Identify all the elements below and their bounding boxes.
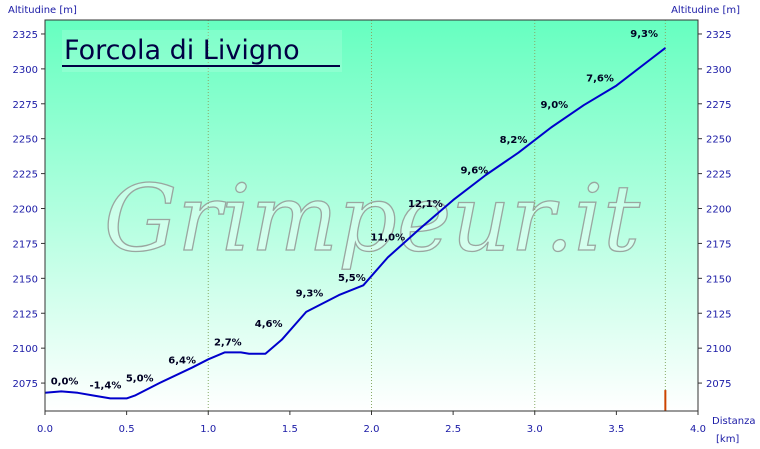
x-tick-label: 0.5: [119, 424, 135, 435]
y-axis-left-label: Altitudine [m]: [8, 5, 77, 16]
y-tick-label-left: 2225: [13, 170, 38, 181]
x-axis-label: Distanza: [712, 416, 755, 427]
y-tick-label-right: 2250: [706, 135, 731, 146]
y-tick-label-left: 2100: [13, 344, 38, 355]
x-tick-label: 1.0: [200, 424, 216, 435]
grade-label: 11,0%: [370, 233, 405, 244]
grade-label: 5,5%: [338, 273, 366, 284]
y-tick-label-right: 2100: [706, 344, 731, 355]
y-tick-label-left: 2200: [13, 205, 38, 216]
y-tick-label-left: 2125: [13, 309, 38, 320]
grade-label: 9,0%: [540, 100, 568, 111]
x-tick-label: 4.0: [690, 424, 706, 435]
grade-label: 4,6%: [255, 319, 283, 330]
y-tick-label-right: 2175: [706, 239, 731, 250]
x-axis-unit: [km]: [716, 434, 739, 445]
y-tick-label-left: 2275: [13, 100, 38, 111]
grade-label: 9,3%: [630, 29, 658, 40]
grade-label: 6,4%: [168, 356, 196, 367]
grade-label: 9,6%: [460, 166, 488, 177]
grade-label: 0,0%: [51, 376, 79, 387]
grade-label: 7,6%: [586, 73, 614, 84]
grade-labels: 0,0% -1,4% 5,0% 6,4% 2,7% 4,6% 9,3% 5,5% 11,0% 12…: [51, 29, 658, 392]
y-tick-label-left: 2075: [13, 379, 38, 390]
y-tick-label-right: 2300: [706, 65, 731, 76]
x-tick-label: 0.0: [37, 424, 53, 435]
y-axis-right: 2075 2100 2125 2150 2175 2200 2225 2250 2275 2300…: [698, 30, 731, 390]
y-tick-label-right: 2325: [706, 30, 731, 41]
y-tick-label-right: 2075: [706, 379, 731, 390]
y-tick-label-right: 2200: [706, 205, 731, 216]
y-tick-label-left: 2175: [13, 239, 38, 250]
vertical-gridlines: [207, 20, 666, 411]
y-tick-label-right: 2125: [706, 309, 731, 320]
x-tick-label: 1.5: [282, 424, 298, 435]
y-tick-label-right: 2150: [706, 274, 731, 285]
altitude-profile-line: [44, 47, 667, 400]
y-tick-label-left: 2150: [13, 274, 38, 285]
y-tick-label-left: 2325: [13, 30, 38, 41]
x-tick-label: 2.0: [364, 424, 380, 435]
y-tick-label-left: 2250: [13, 135, 38, 146]
x-tick-label: 3.5: [608, 424, 624, 435]
y-axis-right-label: Altitudine [m]: [671, 5, 740, 16]
y-tick-label-left: 2300: [13, 65, 38, 76]
grade-label: 8,2%: [500, 135, 528, 146]
chart-title: Forcola di Livigno: [64, 35, 300, 66]
grade-label: 12,1%: [408, 199, 443, 210]
grade-label: -1,4%: [89, 381, 121, 392]
grade-label: 5,0%: [126, 374, 154, 385]
y-axis-left: 2075 2100 2125 2150 2175 2200 2225 2250 2275 2300…: [13, 30, 45, 390]
grade-label: 9,3%: [296, 288, 324, 299]
grade-label: 2,7%: [214, 337, 242, 348]
watermark-text: Grimpeur.it: [104, 165, 641, 272]
x-axis: 0.0 0.5 1.0 1.5 2.0 2.5 3.0 3.5 4.0: [37, 411, 706, 435]
x-tick-label: 2.5: [445, 424, 461, 435]
y-tick-label-right: 2225: [706, 170, 731, 181]
y-tick-label-right: 2275: [706, 100, 731, 111]
x-tick-label: 3.0: [527, 424, 543, 435]
